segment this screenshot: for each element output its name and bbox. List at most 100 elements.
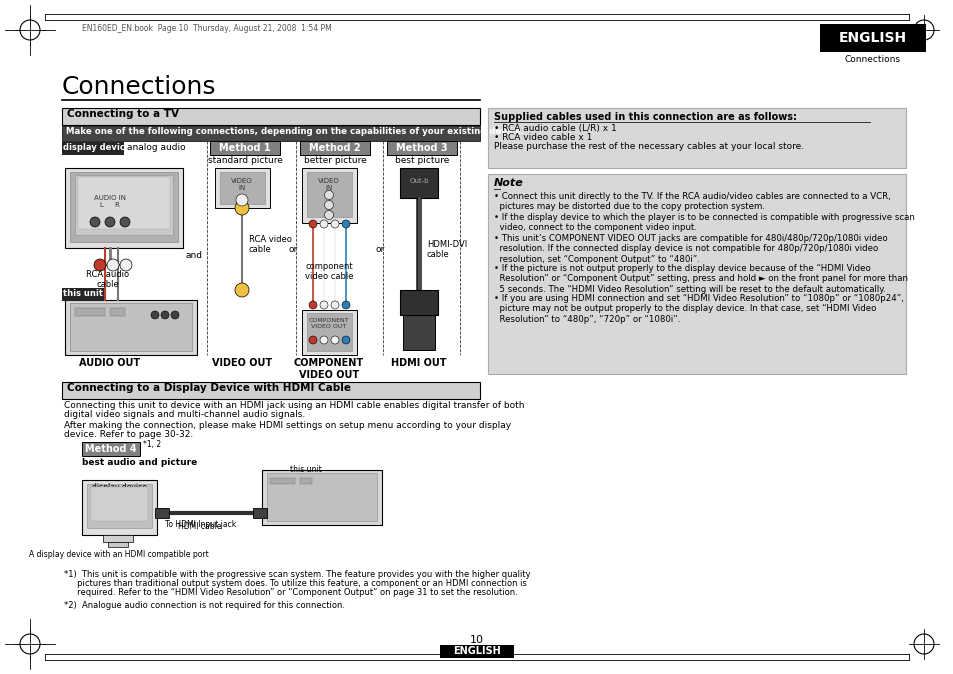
Text: this unit: this unit bbox=[290, 465, 321, 474]
Text: display device: display device bbox=[63, 143, 131, 152]
Text: required. Refer to the “HDMI Video Resolution” or “Component Output” on page 31 : required. Refer to the “HDMI Video Resol… bbox=[64, 588, 517, 597]
Text: device. Refer to page 30-32.: device. Refer to page 30-32. bbox=[64, 430, 193, 439]
Bar bbox=[210, 141, 280, 155]
Bar bbox=[399, 290, 437, 315]
Text: • If you are using HDMI connection and set “HDMI Video Resolution” to “1080p” or: • If you are using HDMI connection and s… bbox=[494, 294, 902, 324]
Bar bbox=[110, 308, 125, 316]
Bar bbox=[65, 168, 183, 248]
Bar bbox=[307, 172, 352, 217]
Text: display device: display device bbox=[91, 483, 146, 492]
Text: Connecting this unit to device with an HDMI jack using an HDMI cable enables dig: Connecting this unit to device with an H… bbox=[64, 401, 524, 410]
Circle shape bbox=[235, 194, 248, 206]
Bar bbox=[70, 303, 192, 351]
Circle shape bbox=[319, 220, 328, 228]
Bar bbox=[154, 508, 169, 518]
Text: • If the display device to which the player is to be connected is compatible wit: • If the display device to which the pla… bbox=[494, 213, 914, 233]
Circle shape bbox=[341, 301, 350, 309]
Bar bbox=[299, 478, 312, 484]
Circle shape bbox=[120, 217, 130, 227]
Text: digital video signals and multi-channel audio signals.: digital video signals and multi-channel … bbox=[64, 410, 305, 419]
Text: • Connect this unit directly to the TV. If the RCA audio/video cables are connec: • Connect this unit directly to the TV. … bbox=[494, 192, 890, 212]
Text: VIDEO
IN: VIDEO IN bbox=[231, 178, 253, 191]
Bar bbox=[78, 177, 170, 229]
Text: *1, 2: *1, 2 bbox=[143, 440, 161, 449]
Text: or: or bbox=[375, 245, 384, 255]
Text: Connecting to a TV: Connecting to a TV bbox=[67, 109, 179, 119]
Text: To HDMI Input jack: To HDMI Input jack bbox=[165, 520, 236, 529]
Text: Supplied cables used in this connection are as follows:: Supplied cables used in this connection … bbox=[494, 112, 796, 122]
Circle shape bbox=[341, 220, 350, 228]
Text: • RCA audio cable (L/R) x 1: • RCA audio cable (L/R) x 1 bbox=[494, 124, 616, 133]
Text: component
video cable: component video cable bbox=[304, 262, 353, 282]
Bar bbox=[387, 141, 456, 155]
Text: Method 4: Method 4 bbox=[85, 444, 136, 454]
Bar bbox=[270, 478, 294, 484]
Circle shape bbox=[331, 301, 338, 309]
Bar bbox=[62, 142, 124, 155]
Text: HDMI OUT: HDMI OUT bbox=[391, 358, 446, 368]
Circle shape bbox=[341, 336, 350, 344]
Circle shape bbox=[324, 191, 334, 200]
Circle shape bbox=[309, 336, 316, 344]
Bar bbox=[82, 480, 157, 535]
Text: best audio and picture: best audio and picture bbox=[82, 458, 197, 467]
Text: AUDIO OUT: AUDIO OUT bbox=[79, 358, 140, 368]
Bar bbox=[302, 310, 356, 355]
Text: RCA audio
cable: RCA audio cable bbox=[87, 270, 130, 289]
Circle shape bbox=[107, 259, 119, 271]
Text: Out-b: Out-b bbox=[409, 178, 428, 184]
Bar bbox=[488, 174, 905, 374]
Text: After making the connection, please make HDMI settings on setup menu according t: After making the connection, please make… bbox=[64, 421, 511, 430]
Bar bbox=[253, 508, 267, 518]
Circle shape bbox=[309, 220, 316, 228]
Circle shape bbox=[151, 311, 159, 319]
Text: ENGLISH: ENGLISH bbox=[453, 646, 500, 656]
Text: Make one of the following connections, depending on the capabilities of your exi: Make one of the following connections, d… bbox=[66, 127, 524, 136]
Circle shape bbox=[319, 336, 328, 344]
Bar bbox=[87, 484, 152, 528]
Text: Connections: Connections bbox=[844, 55, 900, 64]
Text: Please purchase the rest of the necessary cables at your local store.: Please purchase the rest of the necessar… bbox=[494, 142, 803, 151]
Bar bbox=[820, 24, 925, 52]
Text: HDMI-DVI
cable: HDMI-DVI cable bbox=[427, 240, 467, 259]
Text: pictures than traditional output system does. To utilize this feature, a compone: pictures than traditional output system … bbox=[64, 579, 526, 588]
Circle shape bbox=[331, 336, 338, 344]
Text: HDMI cable: HDMI cable bbox=[178, 522, 221, 531]
Bar bbox=[65, 300, 196, 355]
Bar bbox=[62, 108, 479, 125]
Circle shape bbox=[324, 200, 334, 210]
Bar bbox=[267, 473, 376, 521]
Text: better picture: better picture bbox=[303, 156, 366, 165]
Text: Method 2: Method 2 bbox=[309, 143, 360, 153]
Text: this unit: this unit bbox=[63, 289, 103, 298]
Circle shape bbox=[234, 283, 249, 297]
Circle shape bbox=[309, 301, 316, 309]
Bar bbox=[62, 288, 104, 301]
Text: A display device with an HDMI compatible port: A display device with an HDMI compatible… bbox=[30, 550, 209, 559]
Bar bbox=[439, 645, 514, 658]
Bar bbox=[62, 382, 479, 399]
Text: • RCA video cable x 1: • RCA video cable x 1 bbox=[494, 133, 592, 142]
Text: COMPONENT
VIDEO OUT: COMPONENT VIDEO OUT bbox=[309, 318, 349, 329]
Bar bbox=[307, 313, 352, 351]
Bar bbox=[402, 315, 435, 350]
Text: VIDEO OUT: VIDEO OUT bbox=[212, 358, 272, 368]
Text: or: or bbox=[288, 245, 297, 255]
Text: analog audio: analog audio bbox=[127, 143, 186, 152]
Text: 10: 10 bbox=[470, 635, 483, 645]
Circle shape bbox=[331, 220, 338, 228]
Text: Connections: Connections bbox=[62, 75, 216, 99]
Circle shape bbox=[161, 311, 169, 319]
Text: VIDEO
IN: VIDEO IN bbox=[317, 178, 339, 191]
Bar bbox=[214, 168, 270, 208]
Text: *1)  This unit is compatible with the progressive scan system. The feature provi: *1) This unit is compatible with the pro… bbox=[64, 570, 530, 579]
Text: COMPONENT
VIDEO OUT: COMPONENT VIDEO OUT bbox=[294, 358, 364, 379]
Bar bbox=[75, 175, 172, 235]
Bar bbox=[302, 168, 356, 223]
Bar bbox=[103, 535, 132, 542]
Circle shape bbox=[324, 210, 334, 220]
Text: AUDIO IN
L     R: AUDIO IN L R bbox=[94, 195, 126, 208]
Circle shape bbox=[234, 201, 249, 215]
Circle shape bbox=[94, 259, 106, 271]
Bar bbox=[75, 308, 105, 316]
